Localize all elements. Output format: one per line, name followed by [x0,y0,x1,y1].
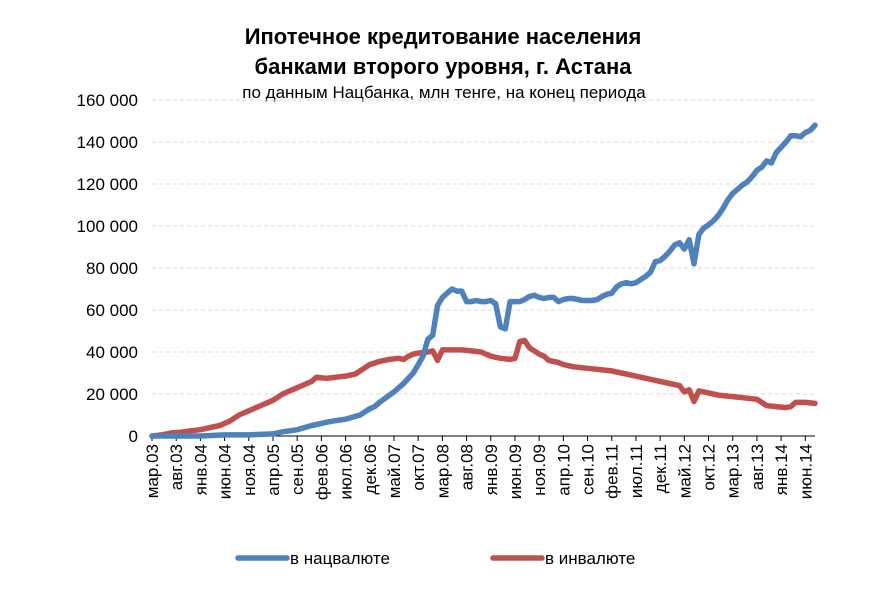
x-tick-label: мар.08 [433,444,452,498]
chart-title-line2: банками второго уровня, г. Астана [255,54,633,79]
y-tick-label: 160 000 [77,91,138,110]
x-axis: мар.03 авг.03 янв.04 июн.04 ноя.04 апр.05 сен.… [143,435,815,500]
chart-subtitle: по данным Нацбанка, млн тенге, на конец … [242,83,646,102]
x-tick-label: фев.06 [312,444,331,500]
x-tick-label: ноя.09 [530,444,549,496]
x-tick-label: янв.04 [191,444,210,495]
x-tick-label: авг.13 [748,444,767,490]
x-tick-label: ноя.04 [240,444,259,496]
y-tick-label: 20 000 [86,385,138,404]
x-tick-label: дек.11 [651,444,670,493]
x-tick-label: май.07 [385,444,404,498]
x-tick-label: авг.03 [167,444,186,490]
y-axis: 0 20 000 40 000 60 000 80 000 100 000 120 000 1… [77,91,138,446]
x-tick-label: апр.05 [264,444,283,496]
x-tick-label: янв.09 [482,444,501,495]
y-tick-label: 40 000 [86,343,138,362]
y-tick-label: 0 [129,427,138,446]
series-lines [149,122,818,439]
chart-title-line1: Ипотечное кредитование населения [245,24,642,49]
y-tick-label: 100 000 [77,217,138,236]
x-tick-label: май.12 [675,444,694,498]
x-tick-label: апр.10 [554,444,573,496]
x-tick-label: мар.13 [724,444,743,498]
x-tick-label: янв.14 [772,444,791,495]
x-tick-label: июл.06 [337,444,356,499]
legend: в нацвалюте в инвалюте [235,549,635,568]
x-tick-label: июн.14 [796,444,815,499]
grid-lines [152,99,815,395]
x-tick-label: дек.06 [361,444,380,494]
legend-label: в нацвалюте [290,549,390,568]
x-tick-label: окт.12 [700,444,719,491]
x-tick-label: окт.07 [409,444,428,491]
legend-label: в инвалюте [545,549,635,568]
x-tick-label: мар.03 [143,444,162,498]
x-tick-label: июн.09 [506,444,525,499]
series-line-national-currency [149,122,818,439]
series-line-foreign-currency [149,337,818,439]
y-tick-label: 120 000 [77,175,138,194]
x-tick-label: июн.04 [216,444,235,499]
y-tick-label: 60 000 [86,301,138,320]
x-tick-label: сен.05 [288,444,307,495]
x-tick-label: фев.11 [603,444,622,499]
x-tick-label: авг.08 [458,444,477,490]
y-tick-label: 140 000 [77,133,138,152]
x-tick-label: сен.10 [579,444,598,495]
x-tick-label: июл.11 [627,444,646,498]
y-tick-label: 80 000 [86,259,138,278]
